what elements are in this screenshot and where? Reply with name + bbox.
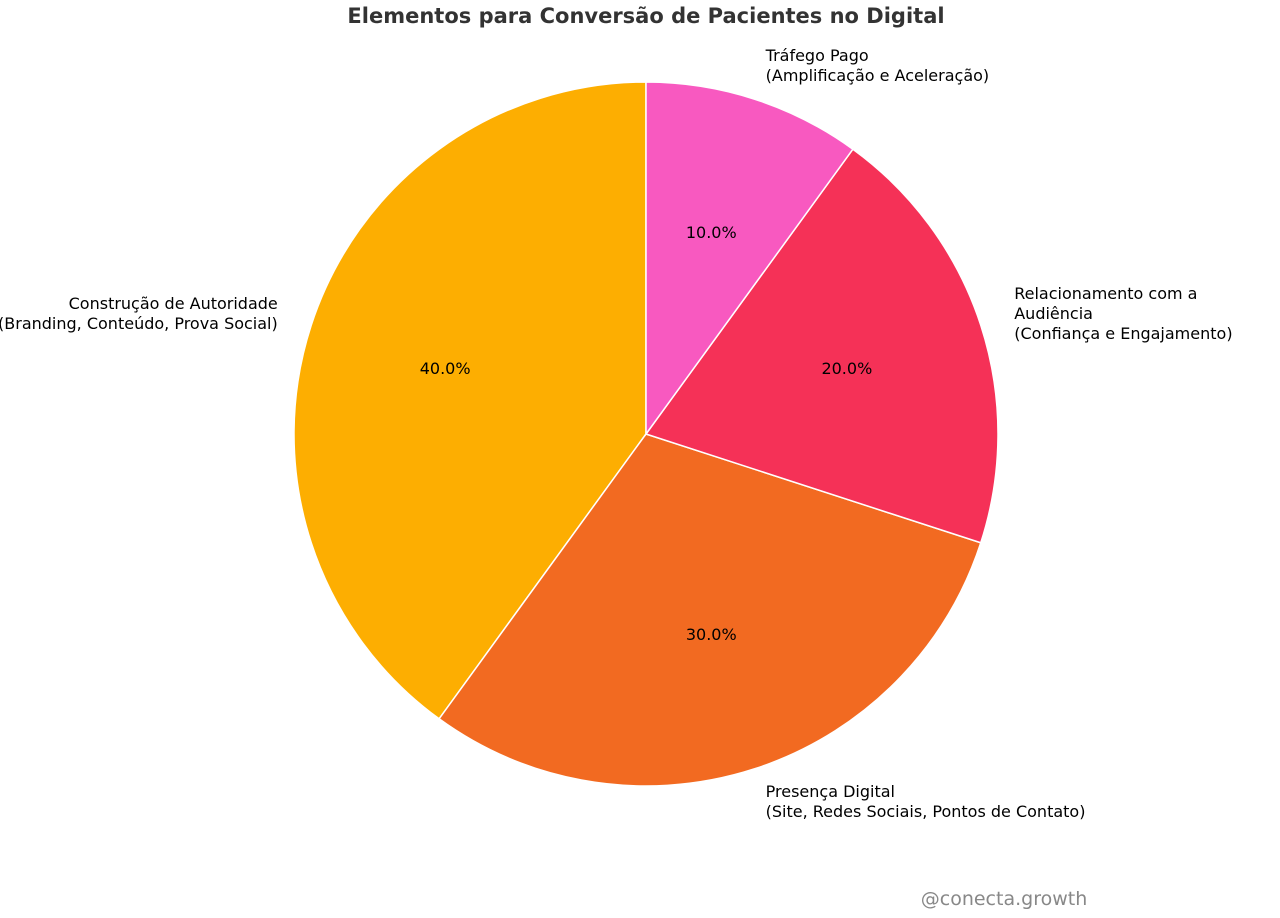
slice-label: Construção de Autoridade (Branding, Cont…	[0, 294, 278, 334]
slice-label: Tráfego Pago (Amplificação e Aceleração)	[765, 45, 990, 85]
slice-label: Relacionamento com a Audiência (Confianç…	[1014, 284, 1233, 344]
pie-slice	[645, 81, 854, 437]
pie-slice	[438, 433, 982, 787]
value-label: 10.0%	[685, 223, 737, 243]
value-label: 40.0%	[419, 358, 471, 378]
watermark: @conecta.growth	[920, 888, 1088, 910]
chart-title: Elementos para Conversão de Pacientes no…	[347, 4, 945, 28]
pie-slice	[293, 81, 647, 720]
pie-slice	[644, 148, 999, 544]
slice-label: Presença Digital (Site, Redes Sociais, P…	[765, 782, 1086, 822]
value-label: 20.0%	[821, 358, 873, 378]
value-label: 30.0%	[685, 624, 737, 644]
